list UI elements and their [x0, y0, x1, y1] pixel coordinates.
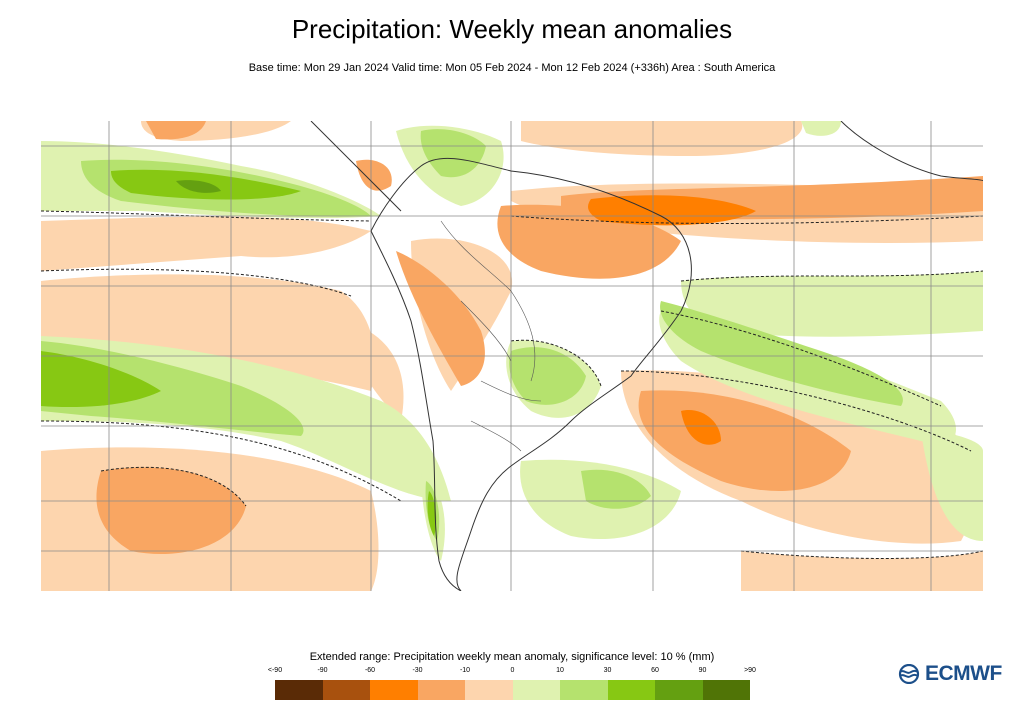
region-south-pacific-core	[96, 467, 246, 554]
region-north-andes-core	[420, 129, 486, 178]
legend-tick: -60	[364, 667, 376, 674]
legend-tick: 10	[556, 667, 564, 674]
region-far-south-right	[741, 551, 983, 591]
extreme-positive-regions	[176, 180, 221, 193]
region-andes-strip	[396, 251, 485, 386]
legend-swatch	[512, 680, 560, 700]
ecmwf-logo-icon	[898, 664, 920, 684]
logo-text: ECMWF	[925, 662, 1002, 685]
legend-tick: 0	[510, 667, 515, 674]
legend-swatch	[417, 680, 465, 700]
region-equatorial-pacific-peak	[41, 351, 161, 408]
region-chile-peak	[427, 491, 437, 536]
region-caribbean-patch	[356, 159, 392, 191]
country-borders	[440, 220, 542, 452]
significance-contours	[41, 210, 983, 559]
region-mid-pacific	[41, 274, 375, 391]
legend-tick: >90	[744, 667, 756, 674]
legend-tick: <-90	[267, 667, 283, 674]
region-north-pacific-strip	[41, 216, 371, 271]
legend-tick: 30	[603, 667, 612, 674]
region-equatorial-atlantic	[588, 195, 756, 226]
region-south-atlantic-peak	[681, 410, 721, 445]
region-north-pacific-extreme	[176, 180, 221, 193]
africa-outline	[840, 121, 983, 182]
legend-tick: 90	[698, 667, 707, 674]
legend-swatch	[702, 680, 750, 700]
legend-tick: -10	[459, 667, 471, 674]
strong-negative-regions	[588, 195, 756, 445]
legend-swatch	[275, 680, 323, 700]
legend-tick: 60	[651, 667, 659, 674]
legend-swatch	[607, 680, 655, 700]
region-top-right-green	[801, 121, 841, 136]
legend-swatch	[370, 680, 418, 700]
legend-ticks: <-90 -90 -60 -30 -10 0 10 30 60 90 >90	[268, 667, 756, 677]
legend-tick: -90	[317, 667, 328, 674]
region-se-pacific-coast	[341, 321, 404, 421]
anomaly-map	[41, 121, 983, 591]
coastlines	[310, 121, 983, 591]
region-brazil-coast-core	[660, 301, 903, 406]
legend-swatch	[655, 680, 703, 700]
legend-swatch	[322, 680, 370, 700]
central-america-outline	[310, 121, 402, 212]
region-top-left-patch	[146, 121, 206, 140]
region-right-edge-green	[921, 431, 983, 541]
legend-swatch	[560, 680, 608, 700]
page-title: Precipitation: Weekly mean anomalies	[291, 14, 733, 44]
page-subtitle: Base time: Mon 29 Jan 2024 Valid time: M…	[248, 62, 776, 74]
map-gridlines	[41, 121, 983, 591]
legend-colorbar	[275, 680, 750, 700]
region-top-right-band	[521, 121, 803, 156]
region-equatorial-pacific-core	[41, 341, 304, 436]
ecmwf-logo[interactable]: ECMWF	[897, 662, 1002, 686]
legend-title: Extended range: Precipitation weekly mea…	[309, 651, 715, 663]
south-america-outline	[370, 157, 692, 591]
region-atlantic-green	[681, 271, 983, 337]
legend-swatch	[465, 680, 513, 700]
region-paraguay-core	[509, 347, 586, 405]
legend-tick: -30	[412, 667, 423, 674]
region-south-atlantic-core-green	[581, 469, 651, 509]
